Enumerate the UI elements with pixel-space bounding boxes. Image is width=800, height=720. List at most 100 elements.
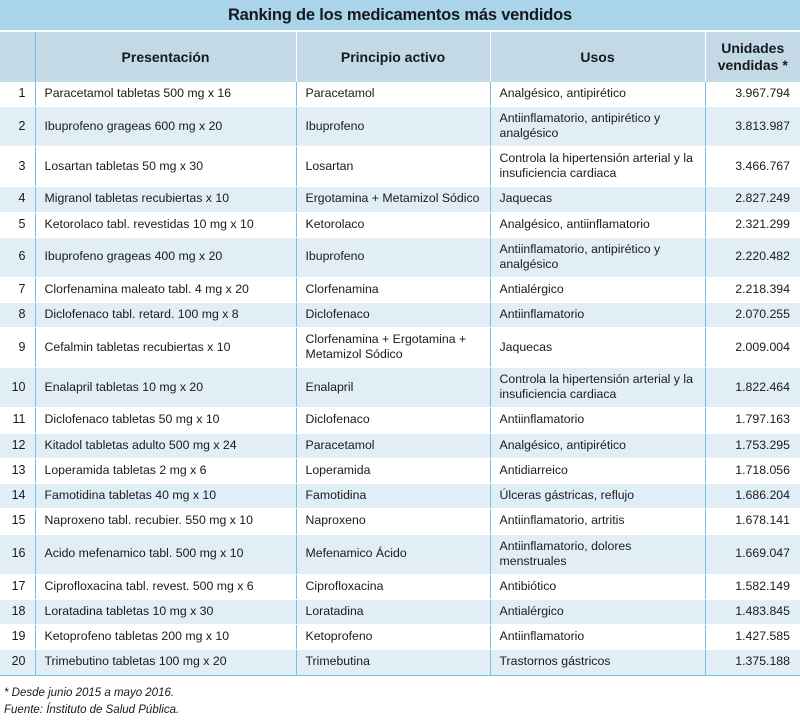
cell-rank: 20 xyxy=(0,650,35,675)
cell-rank: 1 xyxy=(0,82,35,107)
cell-presentacion: Diclofenaco tabletas 50 mg x 10 xyxy=(35,408,296,433)
cell-principio-activo: Paracetamol xyxy=(296,433,490,458)
cell-usos: Antialérgico xyxy=(490,599,705,624)
cell-rank: 9 xyxy=(0,328,35,368)
cell-presentacion: Clorfenamina maleato tabl. 4 mg x 20 xyxy=(35,277,296,302)
cell-presentacion: Kitadol tabletas adulto 500 mg x 24 xyxy=(35,433,296,458)
column-header-presentacion: Presentación xyxy=(35,32,296,82)
cell-presentacion: Ibuprofeno grageas 600 mg x 20 xyxy=(35,107,296,147)
cell-unidades-vendidas: 1.669.047 xyxy=(705,534,800,574)
column-header-rank xyxy=(0,32,35,82)
cell-rank: 13 xyxy=(0,458,35,483)
cell-rank: 10 xyxy=(0,368,35,408)
cell-principio-activo: Loratadina xyxy=(296,599,490,624)
cell-usos: Controla la hipertensión arterial y la i… xyxy=(490,368,705,408)
cell-unidades-vendidas: 1.718.056 xyxy=(705,458,800,483)
cell-presentacion: Acido mefenamico tabl. 500 mg x 10 xyxy=(35,534,296,574)
cell-presentacion: Ketorolaco tabl. revestidas 10 mg x 10 xyxy=(35,212,296,237)
cell-principio-activo: Ketorolaco xyxy=(296,212,490,237)
cell-rank: 3 xyxy=(0,147,35,187)
header-row: Presentación Principio activo Usos Unida… xyxy=(0,32,800,82)
cell-principio-activo: Ergotamina + Metamizol Sódico xyxy=(296,187,490,212)
cell-usos: Antiinflamatorio xyxy=(490,303,705,328)
cell-presentacion: Famotidina tabletas 40 mg x 10 xyxy=(35,484,296,509)
cell-usos: Analgésico, antipirético xyxy=(490,433,705,458)
cell-presentacion: Paracetamol tabletas 500 mg x 16 xyxy=(35,82,296,107)
cell-usos: Analgésico, antipirético xyxy=(490,82,705,107)
table-header: Presentación Principio activo Usos Unida… xyxy=(0,32,800,82)
cell-rank: 11 xyxy=(0,408,35,433)
cell-unidades-vendidas: 1.427.585 xyxy=(705,625,800,650)
cell-unidades-vendidas: 2.009.004 xyxy=(705,328,800,368)
cell-unidades-vendidas: 2.220.482 xyxy=(705,237,800,277)
cell-principio-activo: Ibuprofeno xyxy=(296,237,490,277)
cell-unidades-vendidas: 3.967.794 xyxy=(705,82,800,107)
cell-usos: Antidiarreico xyxy=(490,458,705,483)
ranking-table: Presentación Principio activo Usos Unida… xyxy=(0,32,800,676)
cell-rank: 5 xyxy=(0,212,35,237)
cell-principio-activo: Diclofenaco xyxy=(296,408,490,433)
cell-usos: Antiinflamatorio, antipirético y analgés… xyxy=(490,107,705,147)
cell-usos: Antiinflamatorio, antipirético y analgés… xyxy=(490,237,705,277)
cell-presentacion: Ketoprofeno tabletas 200 mg x 10 xyxy=(35,625,296,650)
cell-usos: Antiinflamatorio xyxy=(490,408,705,433)
footnote-source: Fuente: Ínstituto de Salud Pública. xyxy=(4,702,800,720)
cell-unidades-vendidas: 2.070.255 xyxy=(705,303,800,328)
cell-usos: Úlceras gástricas, reflujo xyxy=(490,484,705,509)
cell-rank: 17 xyxy=(0,574,35,599)
cell-unidades-vendidas: 2.827.249 xyxy=(705,187,800,212)
cell-unidades-vendidas: 1.797.163 xyxy=(705,408,800,433)
cell-rank: 2 xyxy=(0,107,35,147)
column-header-unidades-vendidas: Unidades vendidas * xyxy=(705,32,800,82)
cell-presentacion: Ibuprofeno grageas 400 mg x 20 xyxy=(35,237,296,277)
cell-rank: 19 xyxy=(0,625,35,650)
page-title: Ranking de los medicamentos más vendidos xyxy=(228,6,572,25)
cell-principio-activo: Ibuprofeno xyxy=(296,107,490,147)
cell-presentacion: Loperamida tabletas 2 mg x 6 xyxy=(35,458,296,483)
cell-usos: Antiinflamatorio xyxy=(490,625,705,650)
cell-usos: Antiinflamatorio, artritis xyxy=(490,509,705,534)
cell-usos: Antiinflamatorio, dolores menstruales xyxy=(490,534,705,574)
cell-rank: 12 xyxy=(0,433,35,458)
cell-principio-activo: Ketoprofeno xyxy=(296,625,490,650)
cell-usos: Controla la hipertensión arterial y la i… xyxy=(490,147,705,187)
cell-unidades-vendidas: 1.375.188 xyxy=(705,650,800,675)
cell-usos: Antialérgico xyxy=(490,277,705,302)
cell-unidades-vendidas: 1.753.295 xyxy=(705,433,800,458)
cell-principio-activo: Enalapril xyxy=(296,368,490,408)
cell-unidades-vendidas: 1.686.204 xyxy=(705,484,800,509)
cell-rank: 18 xyxy=(0,599,35,624)
cell-unidades-vendidas: 1.483.845 xyxy=(705,599,800,624)
cell-unidades-vendidas: 3.466.767 xyxy=(705,147,800,187)
cell-presentacion: Loratadina tabletas 10 mg x 30 xyxy=(35,599,296,624)
cell-presentacion: Diclofenaco tabl. retard. 100 mg x 8 xyxy=(35,303,296,328)
cell-principio-activo: Loperamida xyxy=(296,458,490,483)
column-header-principio-activo: Principio activo xyxy=(296,32,490,82)
cell-principio-activo: Clorfenamina + Ergotamina + Metamizol Só… xyxy=(296,328,490,368)
cell-rank: 14 xyxy=(0,484,35,509)
cell-unidades-vendidas: 1.678.141 xyxy=(705,509,800,534)
cell-unidades-vendidas: 1.822.464 xyxy=(705,368,800,408)
cell-rank: 6 xyxy=(0,237,35,277)
cell-unidades-vendidas: 3.813.987 xyxy=(705,107,800,147)
cell-presentacion: Migranol tabletas recubiertas x 10 xyxy=(35,187,296,212)
cell-usos: Jaquecas xyxy=(490,187,705,212)
cell-principio-activo: Losartan xyxy=(296,147,490,187)
cell-rank: 16 xyxy=(0,534,35,574)
